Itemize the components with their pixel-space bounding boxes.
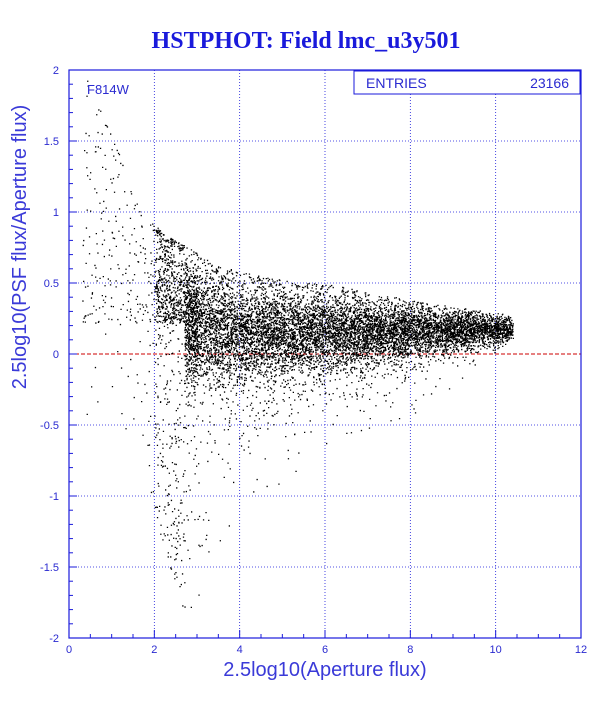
axis-ticks [68,69,582,639]
x-tick-label: 0 [66,644,72,656]
stats-box: ENTRIES 23166 [353,70,581,95]
y-tick-labels: -2 -1.5 -1 -0.5 0 0.5 1 1.5 2 [40,65,59,645]
y-tick-label: -0.5 [40,420,59,432]
x-tick-label: 10 [490,644,502,656]
y-tick-label: -1 [49,491,59,503]
x-tick-label: 6 [322,644,328,656]
data-points [82,80,515,609]
x-axis-title: 2.5log10(Aperture flux) [223,659,426,681]
x-tick-label: 2 [151,644,157,656]
stats-entries-label: ENTRIES [366,75,427,91]
stats-box-frame [353,70,581,95]
x-tick-label: 12 [575,644,587,656]
y-tick-label: 0 [53,349,59,361]
y-tick-label: -2 [49,633,59,645]
x-tick-labels: 0 2 4 6 8 10 12 [66,644,587,656]
filter-annotation: F814W [87,82,130,97]
y-tick-label: 0.5 [44,278,59,290]
y-tick-label: 1 [53,207,59,219]
y-tick-label: -1.5 [40,562,59,574]
y-tick-label: 1.5 [44,136,59,148]
y-tick-label: 2 [53,65,59,77]
x-tick-label: 4 [237,644,243,656]
x-tick-label: 8 [407,644,413,656]
stats-entries-value: 23166 [530,75,569,91]
chart-title: HSTPHOT: Field lmc_u3y501 [152,28,461,54]
y-axis-title: 2.5log10(PSF flux/Aperture flux) [9,105,31,390]
scatter-points [82,80,515,609]
